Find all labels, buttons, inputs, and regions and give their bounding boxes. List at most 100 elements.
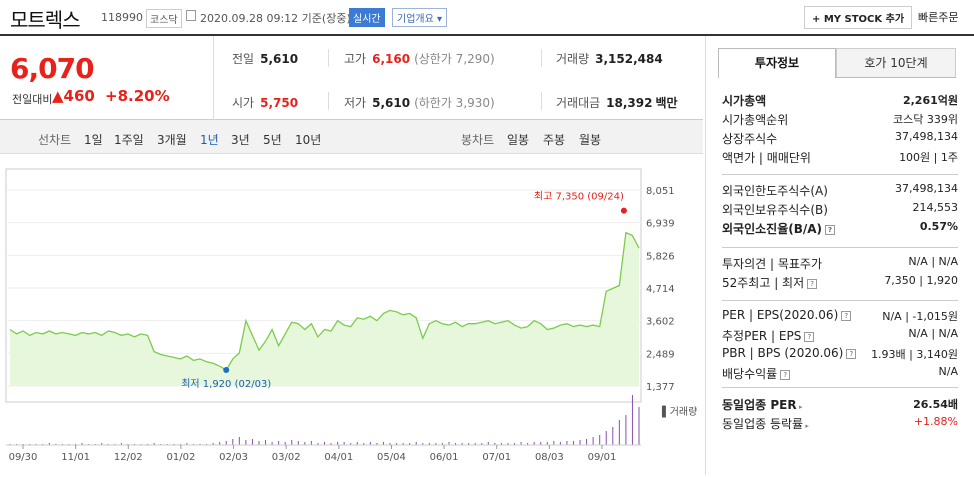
y-tick-label: 5,826 <box>646 251 675 262</box>
info-row-value: N/A <box>938 365 958 378</box>
divider <box>541 92 542 110</box>
tab-daily[interactable]: 일봉 <box>507 133 530 147</box>
open-value: 5,750 <box>260 96 299 110</box>
upper-limit: (상한가 7,290) <box>414 52 495 66</box>
info-row-label: PBR | BPS (2020.06)? <box>722 346 857 360</box>
prev-compare-label: 전일대비 <box>12 93 53 106</box>
open-label: 시가 <box>232 96 255 110</box>
section-divider <box>722 300 958 301</box>
volume-label: 거래량 <box>556 52 590 66</box>
help-icon[interactable]: ? <box>780 369 791 380</box>
amount-label: 거래대금 <box>556 96 601 110</box>
help-icon[interactable]: ? <box>807 278 818 289</box>
info-row-value: 214,553 <box>912 201 959 214</box>
info-row-value: N/A | N/A <box>908 327 958 340</box>
info-row-label: 52주최고 | 최저? <box>722 274 818 291</box>
tab-3y[interactable]: 3년 <box>231 133 250 147</box>
help-icon[interactable]: ? <box>846 348 857 359</box>
info-row: 액면가 | 매매단위 100원 | 1주 <box>722 149 958 167</box>
section-divider <box>722 247 958 248</box>
info-row-label: 동일업종 PER ▸ <box>722 398 803 412</box>
info-row-label: 시가총액 <box>722 94 767 108</box>
divider <box>328 92 329 110</box>
my-stock-add-button[interactable]: + MY STOCK 추가 <box>804 6 913 29</box>
help-icon[interactable]: ? <box>825 224 836 235</box>
tab-hoga-10[interactable]: 호가 10단계 <box>836 48 956 78</box>
info-row: 52주최고 | 최저? 7,350 | 1,920 <box>722 274 958 292</box>
amount-value: 18,392 <box>606 96 653 110</box>
line-chart-label: 선차트 <box>38 133 72 147</box>
divider <box>541 49 542 67</box>
info-row: 외국인한도주식수(A) 37,498,134 <box>722 182 958 200</box>
info-row-value: 37,498,134 <box>895 130 958 143</box>
corp-overview-label: 기업개요 <box>397 14 434 25</box>
realtime-button[interactable]: 실시간 <box>349 8 385 27</box>
info-row: 동일업종 PER ▸ 26.54배 <box>722 396 958 414</box>
high-price: 고가 6,160 (상한가 7,290) <box>344 50 495 67</box>
candle-chart-label: 봉차트 <box>461 133 495 147</box>
chevron-down-icon: ▾ <box>437 14 443 25</box>
price-chart: 8,051 6,939 5,826 4,714 3,602 2,489 1,377 최고 7,… <box>0 155 703 475</box>
x-tick-label: 09/30 <box>9 452 38 463</box>
tab-underline <box>836 77 956 78</box>
info-row-value: +1.88% <box>913 415 958 428</box>
chevron-right-icon: ▸ <box>803 422 809 430</box>
stock-name: 모트렉스 <box>10 8 81 32</box>
volume-value: 3,152,484 <box>595 52 663 66</box>
info-row-value: 0.57% <box>919 220 958 233</box>
info-row-value: 7,350 | 1,920 <box>884 274 958 287</box>
info-row: 배당수익률? N/A <box>722 365 958 383</box>
info-row: 투자의견 | 목표주가 N/A | N/A <box>722 255 958 273</box>
prev-close: 전일 5,610 <box>232 50 298 67</box>
tab-1w[interactable]: 1주일 <box>114 133 144 147</box>
tab-3m[interactable]: 3개월 <box>157 133 187 147</box>
corp-overview-dropdown[interactable]: 기업개요 ▾ <box>392 8 448 27</box>
x-tick-label: 05/04 <box>377 452 406 463</box>
stock-header: 모트렉스 118990 코스닥 2020.09.28 09:12 기준(장중) … <box>0 0 974 34</box>
price-box: 6,070 전일대비 ▲460 +8.20% <box>0 36 214 120</box>
x-tick-label: 04/01 <box>324 452 353 463</box>
high-marker <box>620 207 627 214</box>
tab-5y[interactable]: 5년 <box>263 133 282 147</box>
x-tick-label: 02/03 <box>219 452 248 463</box>
info-row: PER | EPS(2020.06)? N/A | -1,015원 <box>722 308 958 326</box>
low-marker <box>223 367 230 374</box>
tab-1y[interactable]: 1년 <box>200 133 219 147</box>
info-row: 추정PER | EPS? N/A | N/A <box>722 327 958 345</box>
info-row-label: 배당수익률? <box>722 365 791 382</box>
tab-investment-info[interactable]: 투자정보 <box>718 48 836 78</box>
price-area <box>10 232 639 386</box>
y-tick-label: 6,939 <box>646 219 675 230</box>
chart-period-tabs: 선차트 1일 1주일 3개월 1년 3년 5년 10년 봉차트 일봉 주봉 월봉 <box>0 120 703 154</box>
info-row-value: 37,498,134 <box>895 182 958 195</box>
x-tick-label: 01/02 <box>166 452 195 463</box>
current-price: 6,070 <box>10 52 95 85</box>
divider <box>328 49 329 67</box>
info-row-label: 시가총액순위 <box>722 113 789 127</box>
price-change-percent: +8.20% <box>105 87 170 105</box>
help-icon[interactable]: ? <box>841 310 852 321</box>
investment-info-panel: 투자정보 호가 10단계 시가총액 2,261억원 시가총액순위 코스닥 339위 상장… <box>705 36 974 475</box>
help-icon[interactable]: ? <box>804 331 815 342</box>
chevron-right-icon: ▸ <box>796 403 803 411</box>
info-row-label: 상장주식수 <box>722 132 778 146</box>
info-row-value: 1.93배 | 3,140원 <box>871 348 958 361</box>
y-tick-label: 1,377 <box>646 382 675 393</box>
header-divider <box>0 34 974 36</box>
prev-close-label: 전일 <box>232 52 255 66</box>
quick-order-button[interactable]: 빠른주문 <box>918 11 959 24</box>
y-tick-label: 2,489 <box>646 349 675 360</box>
info-row: 시가총액순위 코스닥 339위 <box>722 111 958 129</box>
info-row-label: 동일업종 등락률 ▸ <box>722 417 809 431</box>
tab-10y[interactable]: 10년 <box>295 133 322 147</box>
volume: 거래량 3,152,484 <box>556 50 663 67</box>
tab-weekly[interactable]: 주봉 <box>543 133 566 147</box>
info-row-value: 코스닥 339위 <box>893 113 958 126</box>
tab-monthly[interactable]: 월봉 <box>579 133 602 147</box>
info-row-value: 26.54배 <box>913 398 958 411</box>
y-tick-label: 8,051 <box>646 186 675 197</box>
section-divider <box>722 174 958 175</box>
stock-code: 118990 <box>101 11 143 24</box>
tab-1d[interactable]: 1일 <box>84 133 103 147</box>
price-change: ▲460 <box>52 87 95 105</box>
